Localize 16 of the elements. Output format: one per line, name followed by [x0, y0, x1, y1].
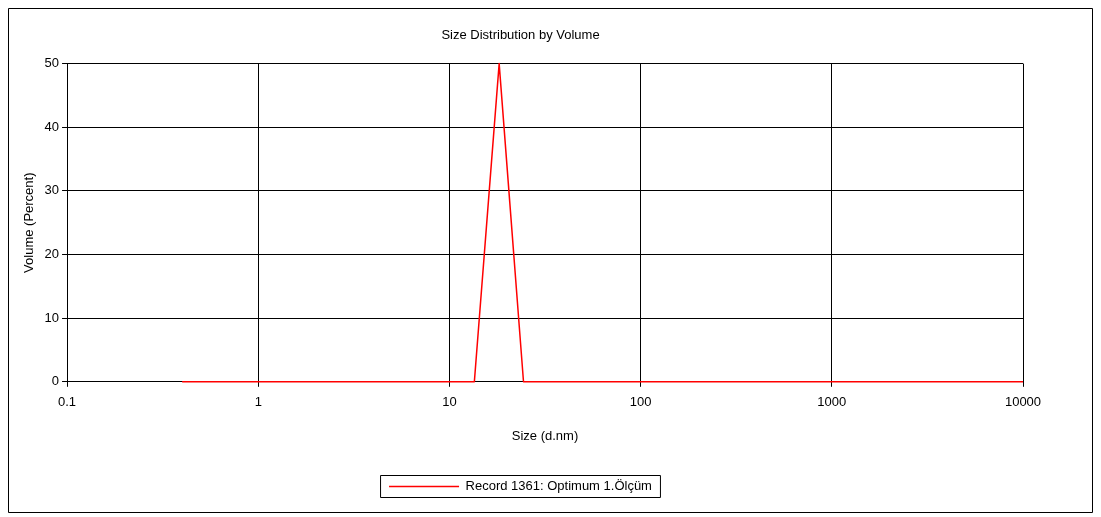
- x-tick-label: 10000: [1004, 394, 1042, 410]
- x-tick-label: 0.1: [58, 394, 77, 410]
- chart-title: Size Distribution by Volume: [441, 27, 600, 43]
- y-axis-title: Volume (Percent): [21, 172, 37, 273]
- text: Record 1361: Optimum 1.Ölçüm: [465, 478, 652, 494]
- x-tick-label: 1: [254, 394, 262, 410]
- y-tick-label: 10: [44, 309, 60, 325]
- y-tick-label: 50: [44, 55, 60, 71]
- y-tick-label: 40: [44, 118, 60, 134]
- x-tick-label: 100: [629, 394, 652, 410]
- y-tick-label: 20: [44, 246, 60, 262]
- x-tick-label: 10: [442, 394, 457, 410]
- y-tick-label: 0: [51, 373, 60, 389]
- y-tick-label: 30: [44, 182, 60, 198]
- x-axis-title: Size (d.nm): [511, 427, 579, 443]
- x-tick-label: 1000: [817, 394, 847, 410]
